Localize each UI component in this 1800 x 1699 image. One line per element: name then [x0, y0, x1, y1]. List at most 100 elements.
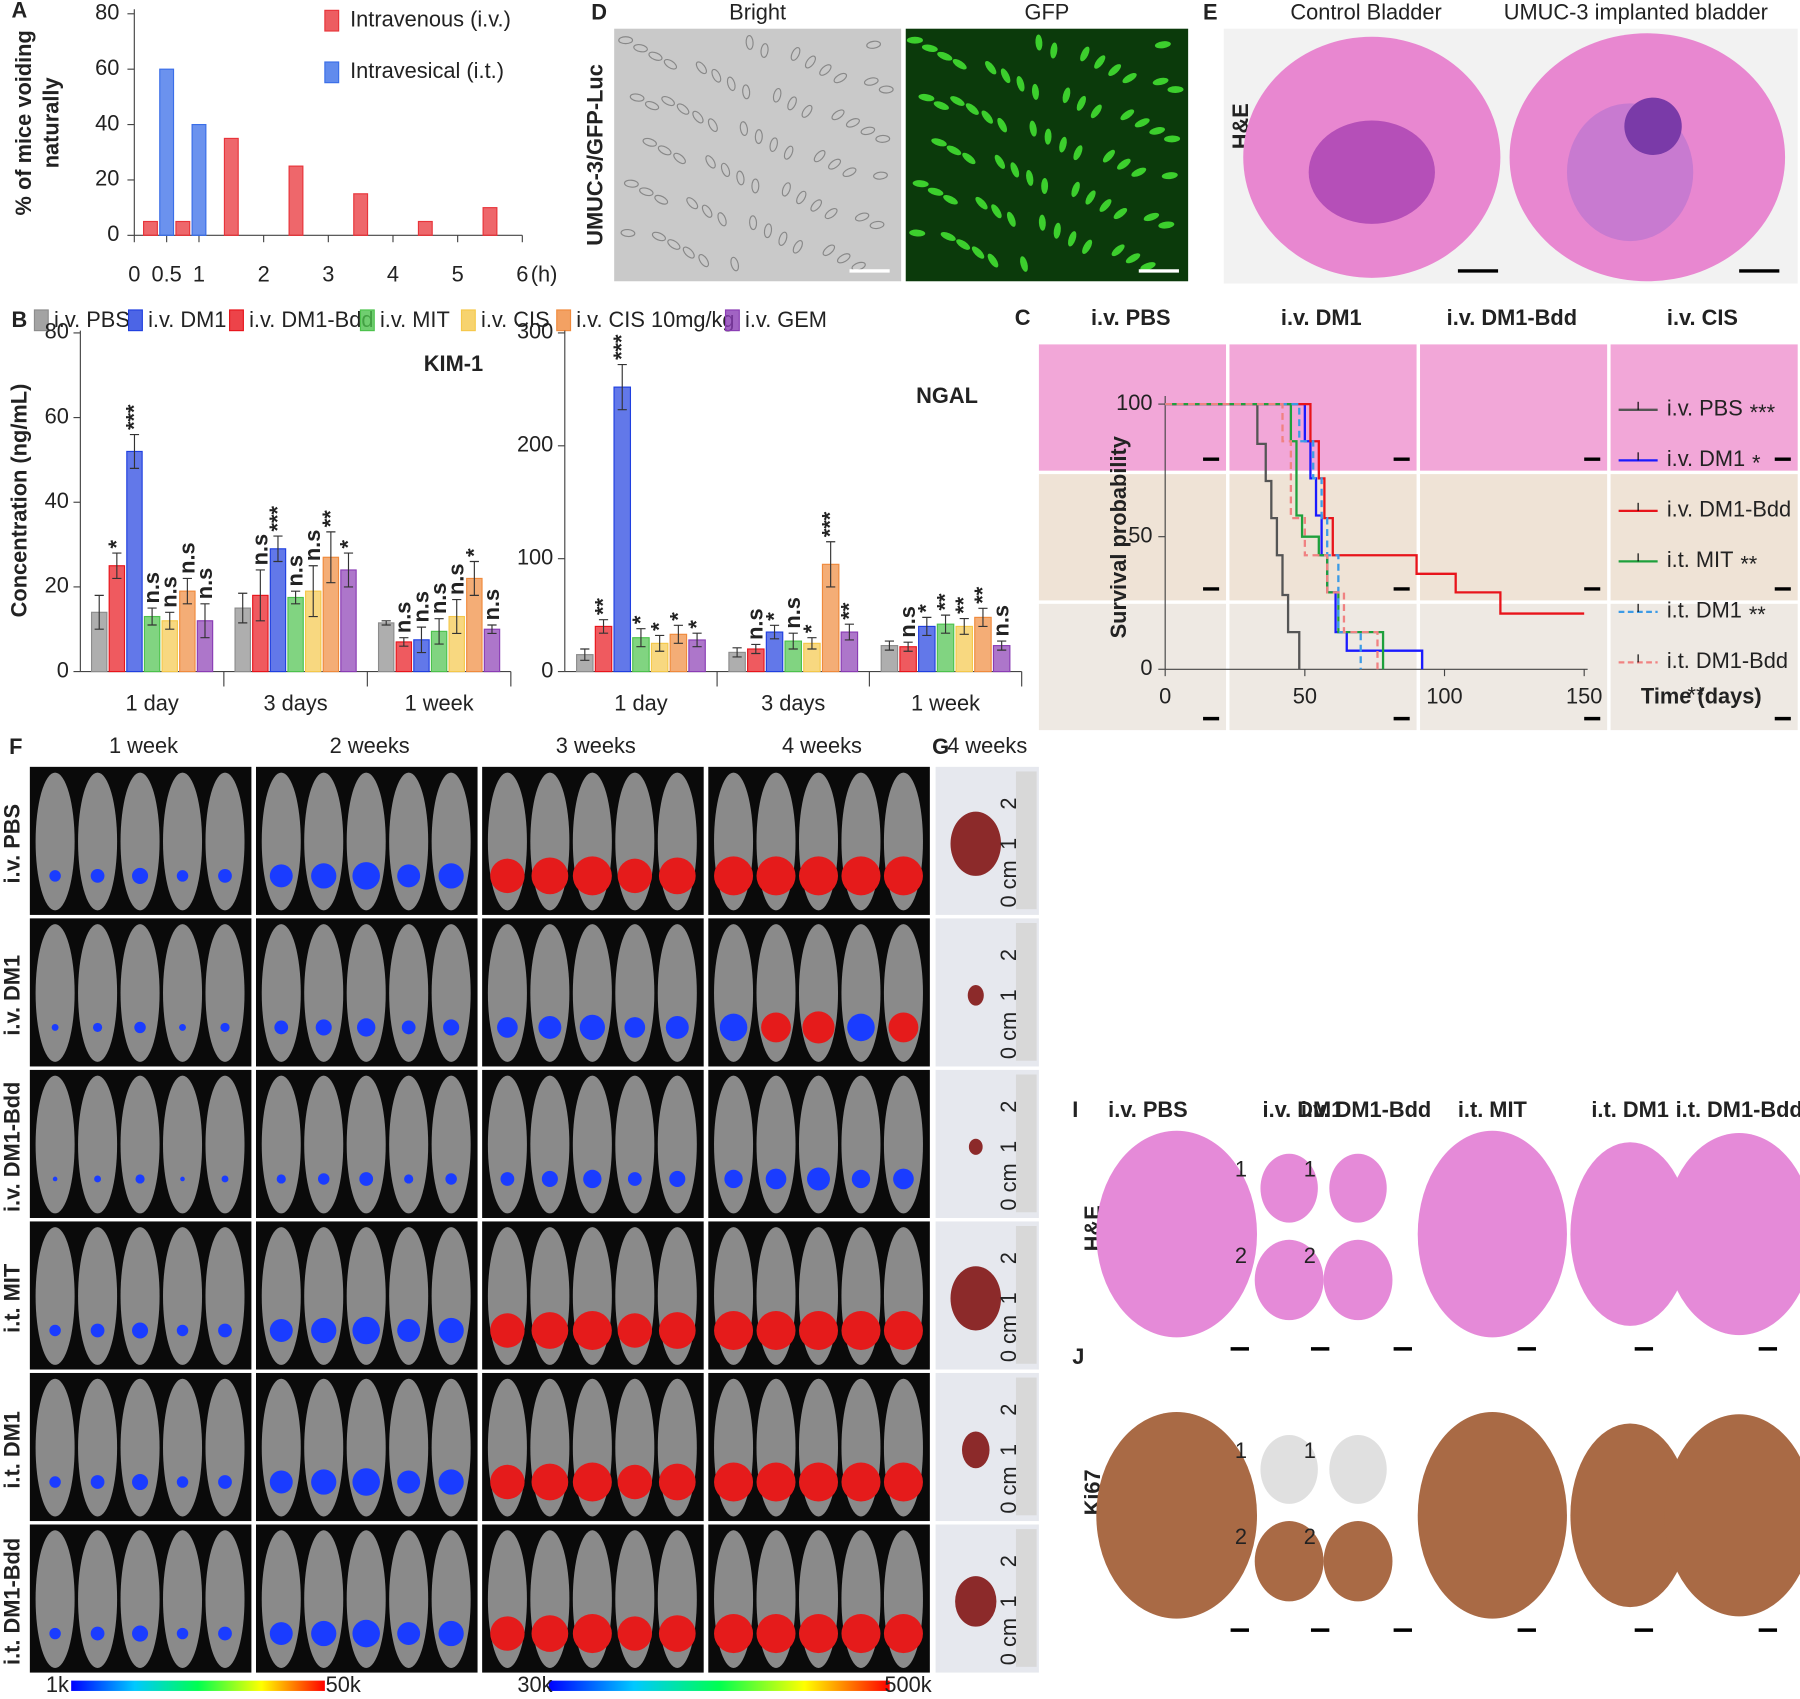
cell: [950, 96, 965, 106]
significance: *: [684, 620, 709, 629]
mouse: [120, 1227, 160, 1365]
signal: [624, 1017, 646, 1038]
column-label: i.v. PBS: [1108, 1097, 1188, 1122]
error-bar: [807, 637, 817, 650]
cell: [819, 64, 832, 76]
histology-image: [1038, 603, 1227, 731]
colorbar-label: 50k: [326, 1672, 361, 1697]
column-label: i.v. PBS: [1091, 305, 1171, 330]
tissue-section: [1329, 1153, 1387, 1223]
mouse: [714, 924, 754, 1062]
mouse: [431, 1227, 471, 1365]
cell: [1149, 127, 1166, 135]
legend-label: i.v. CIS 10mg/kg: [576, 307, 734, 332]
mouse: [205, 1378, 245, 1517]
significance: n.s: [157, 576, 182, 608]
histology-image: [1229, 344, 1417, 471]
cell: [1122, 72, 1137, 84]
y-axis-label: naturally: [39, 77, 64, 168]
row-label: i.v. DM1: [0, 955, 25, 1036]
cell: [711, 68, 722, 83]
cell: [1029, 120, 1037, 137]
signal: [714, 1614, 754, 1654]
x-axis-label: (h): [531, 261, 558, 286]
significance: *: [104, 539, 129, 548]
y-tick-label: 100: [1116, 390, 1152, 415]
signal: [765, 1168, 787, 1190]
signal: [311, 1469, 337, 1495]
tumor: [968, 1138, 983, 1155]
legend-swatch: [460, 309, 476, 332]
panel-letter: F: [9, 734, 22, 759]
error-bar: [978, 607, 988, 627]
signal: [438, 863, 464, 889]
cell: [717, 212, 727, 227]
x-axis-label: Time (days): [1641, 684, 1762, 709]
cell: [1006, 211, 1016, 227]
signal: [490, 1313, 525, 1348]
mouse: [530, 924, 570, 1062]
significance: ***: [1750, 400, 1776, 425]
cell: [663, 58, 678, 70]
cell: [701, 204, 713, 218]
signal: [617, 1313, 653, 1348]
significance: ***: [818, 511, 843, 537]
mouse: [163, 1378, 203, 1517]
signal: [531, 1615, 569, 1652]
significance: n.s: [408, 591, 433, 623]
mouse: [78, 1378, 118, 1517]
signal: [132, 1322, 149, 1339]
cell: [1131, 167, 1147, 177]
cell: [991, 204, 1002, 219]
signal: [176, 1476, 189, 1488]
cell: [644, 100, 660, 111]
significance: **: [1688, 683, 1705, 708]
panel-letter: B: [11, 307, 27, 332]
cell: [1102, 149, 1115, 163]
error-bar: [844, 623, 854, 641]
column-label: i.t. MIT: [1458, 1097, 1528, 1122]
error-bar: [655, 634, 665, 652]
cell: [833, 72, 848, 84]
signal: [179, 1023, 186, 1031]
bar: [287, 596, 304, 673]
signal: [438, 1317, 464, 1344]
cell: [975, 196, 988, 210]
cell: [686, 197, 699, 210]
cell: [1026, 170, 1034, 186]
cell: [1158, 221, 1175, 229]
signal: [883, 1310, 923, 1351]
legend-label: i.v. DM1-Bdd: [249, 307, 373, 332]
cell: [956, 239, 971, 250]
legend-swatch: [724, 309, 740, 332]
mouse: [304, 924, 344, 1062]
tumor: [961, 1431, 990, 1469]
error-bar: [788, 632, 798, 650]
bar: [126, 450, 143, 673]
significance: n.s: [895, 606, 920, 638]
cell: [946, 145, 962, 156]
signal: [92, 1022, 103, 1033]
x-tick-label: 1 week: [405, 691, 474, 716]
ruler: [1015, 1377, 1037, 1516]
signal: [531, 857, 569, 895]
error-bar: [751, 643, 761, 655]
cell: [692, 110, 704, 124]
mouse: [389, 1530, 429, 1668]
x-tick-label: 1: [193, 261, 205, 286]
column-label: i.v. DM1: [1281, 305, 1362, 330]
column-label: i.t. DM1: [1591, 1097, 1669, 1122]
signal: [541, 1170, 558, 1187]
significance: n.s: [139, 572, 164, 604]
cell: [836, 253, 851, 264]
mouse: [261, 1227, 301, 1365]
tissue-section: [1664, 1133, 1800, 1336]
column-label: i.v. DM1: [1263, 1097, 1344, 1122]
signal: [90, 1475, 105, 1489]
cell: [639, 187, 654, 197]
error-bar: [273, 535, 283, 563]
cell: [1080, 46, 1090, 62]
ruler-label: 1: [996, 989, 1021, 1001]
signal: [49, 1476, 61, 1488]
cell: [1099, 199, 1112, 212]
